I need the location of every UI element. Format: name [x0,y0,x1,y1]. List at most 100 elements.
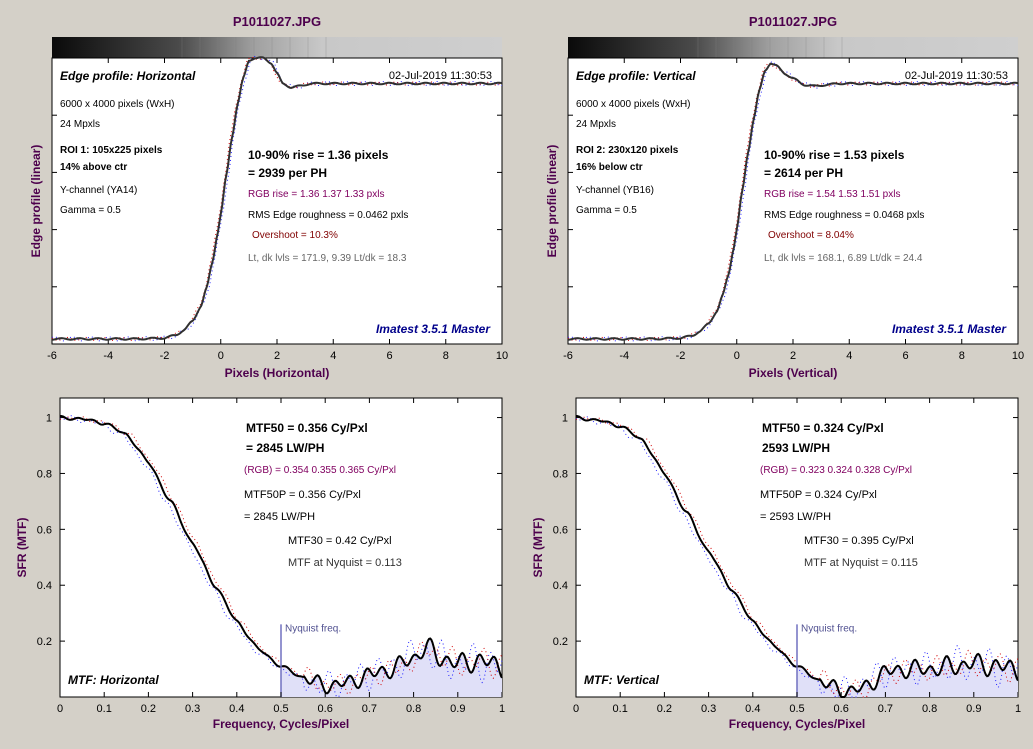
x-tick-label: -6 [563,350,573,362]
rise-per-ph: = 2939 per PH [248,166,327,180]
rise-pixels: 10-90% rise = 1.53 pixels [764,148,905,162]
x-axis-label: Frequency, Cycles/Pixel [729,717,866,731]
channel: Y-channel (YB16) [576,185,654,196]
x-tick-label: 0.3 [185,703,200,715]
rgb-rise: RGB rise = 1.54 1.53 1.51 pxls [764,189,900,200]
roi-size: ROI 2: 230x120 pixels [576,145,679,156]
y-tick-label: 0.6 [37,524,52,536]
edge-profile-curve [567,62,1019,341]
x-tick-label: 0.7 [362,703,377,715]
x-tick-label: 6 [386,350,392,362]
roi-position: 14% above ctr [60,162,127,173]
x-tick-label: 0 [57,703,63,715]
y-tick-label: 0.8 [553,468,568,480]
x-tick-label: 0.8 [922,703,937,715]
mtf50: MTF50 = 0.356 Cy/Pxl [246,421,368,435]
x-tick-label: 0.2 [141,703,156,715]
rise-per-ph: = 2614 per PH [764,166,843,180]
plot-area [567,57,1019,345]
imatest-watermark: Imatest 3.5.1 Master [376,322,491,336]
x-tick-label: 0 [734,350,740,362]
x-tick-label: 10 [496,350,508,362]
y-tick-label: 1 [562,413,568,425]
y-tick-label: 0.4 [37,580,52,592]
x-tick-label: 0.4 [229,703,244,715]
x-tick-label: 0 [573,703,579,715]
y-tick-label: 0.6 [553,524,568,536]
x-tick-label: 0.1 [613,703,628,715]
mtf50p-lwph: = 2593 LW/PH [760,511,831,523]
x-tick-label: 0 [218,350,224,362]
gamma: Gamma = 0.5 [60,205,121,216]
beyond-nyquist-fill [281,638,502,697]
panel-title: P1011027.JPG [233,14,321,29]
mtf-at-nyquist: MTF at Nyquist = 0.113 [288,557,402,569]
edge-heading: Edge profile: Horizontal [60,69,196,83]
x-tick-label: 0.6 [318,703,333,715]
megapixels: 24 Mpxls [60,119,100,130]
x-tick-label: 2 [790,350,796,362]
grayscale-strip [568,37,1018,58]
x-tick-label: 0.8 [406,703,421,715]
edge-profile-curve [51,56,503,341]
x-axis-label: Pixels (Vertical) [749,366,838,380]
x-tick-label: 10 [1012,350,1024,362]
mtf50-lwph: = 2845 LW/PH [246,441,324,455]
nyquist-label: Nyquist freq. [285,623,341,634]
x-tick-label: 0.4 [745,703,760,715]
x-tick-label: -6 [47,350,57,362]
x-tick-label: 0.9 [966,703,981,715]
panel-title: P1011027.JPG [749,14,837,29]
image-size: 6000 x 4000 pixels (WxH) [576,99,691,110]
x-tick-label: 8 [959,350,965,362]
megapixels: 24 Mpxls [576,119,616,130]
gamma: Gamma = 0.5 [576,205,637,216]
edge-roughness: RMS Edge roughness = 0.0468 pxls [764,210,924,221]
mtf30: MTF30 = 0.395 Cy/Pxl [804,535,914,547]
y-tick-label: 0.4 [553,580,568,592]
y-axis-label: SFR (MTF) [531,518,545,578]
mtf-panel-label: MTF: Vertical [584,673,660,687]
levels: Lt, dk lvls = 171.9, 9.39 Lt/dk = 18.3 [248,253,407,264]
image-size: 6000 x 4000 pixels (WxH) [60,99,175,110]
nyquist-label: Nyquist freq. [801,623,857,634]
mtf50p: MTF50P = 0.324 Cy/Pxl [760,489,877,501]
x-tick-label: -2 [160,350,170,362]
edge-heading: Edge profile: Vertical [576,69,696,83]
y-tick-label: 0.2 [37,636,52,648]
x-tick-label: 0.7 [878,703,893,715]
y-tick-label: 0.8 [37,468,52,480]
y-tick-label: 0.2 [553,636,568,648]
mtf50p-lwph: = 2845 LW/PH [244,511,315,523]
mtf-at-nyquist: MTF at Nyquist = 0.115 [804,557,918,569]
mtf50-lwph: 2593 LW/PH [762,441,830,455]
mtf50: MTF50 = 0.324 Cy/Pxl [762,421,884,435]
mtf50-rgb: (RGB) = 0.323 0.324 0.328 Cy/Pxl [760,465,912,476]
roi-position: 16% below ctr [576,162,643,173]
x-tick-label: 4 [846,350,852,362]
x-tick-label: 6 [902,350,908,362]
x-tick-label: 0.1 [97,703,112,715]
x-tick-label: 0.9 [450,703,465,715]
x-tick-label: 2 [274,350,280,362]
x-tick-label: -2 [676,350,686,362]
x-tick-label: 1 [499,703,505,715]
y-axis-label: SFR (MTF) [15,518,29,578]
timestamp: 02-Jul-2019 11:30:53 [389,70,492,82]
x-tick-label: 0.2 [657,703,672,715]
edge-roughness: RMS Edge roughness = 0.0462 pxls [248,210,408,221]
grayscale-strip [52,37,502,58]
plot-area [51,57,503,345]
roi-size: ROI 1: 105x225 pixels [60,145,163,156]
x-tick-label: 8 [443,350,449,362]
channel: Y-channel (YA14) [60,185,137,196]
x-tick-label: 1 [1015,703,1021,715]
x-axis-label: Pixels (Horizontal) [225,366,330,380]
mtf50p: MTF50P = 0.356 Cy/Pxl [244,489,361,501]
timestamp: 02-Jul-2019 11:30:53 [905,70,1008,82]
x-tick-label: -4 [619,350,629,362]
x-tick-label: 0.6 [834,703,849,715]
y-tick-label: 1 [46,413,52,425]
rise-pixels: 10-90% rise = 1.36 pixels [248,148,389,162]
